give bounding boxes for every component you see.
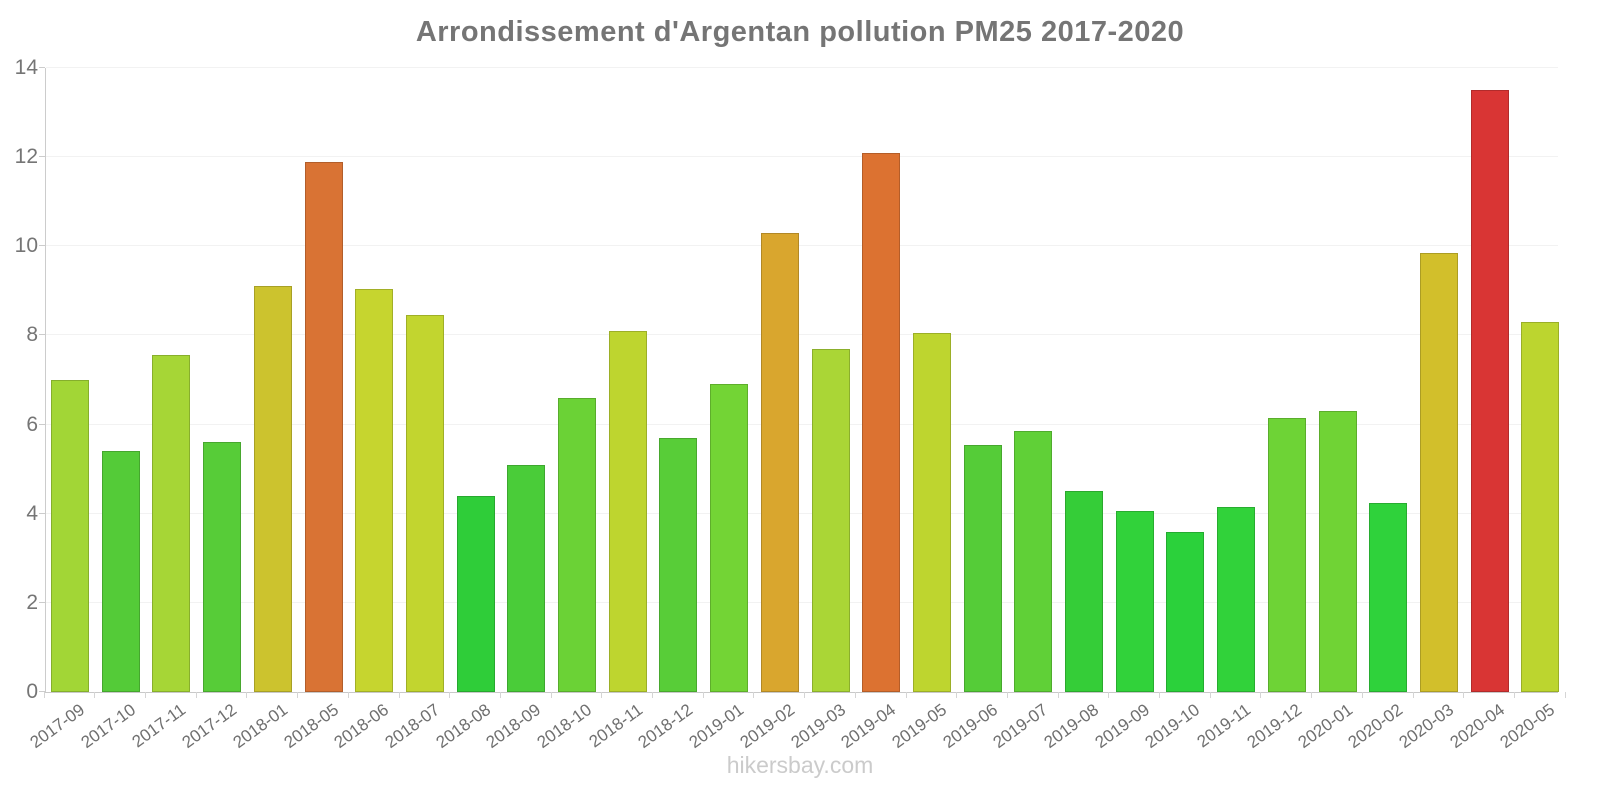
x-tick-mark <box>956 692 958 698</box>
gridline-y-2 <box>46 601 1558 603</box>
y-tick-label-4: 4 <box>26 501 38 525</box>
bar-2018-05 <box>304 162 343 692</box>
x-tick-mark <box>1361 692 1363 698</box>
bar-2019-02 <box>760 233 799 692</box>
bar-2019-10 <box>1166 532 1205 692</box>
x-tick-mark <box>145 692 147 698</box>
x-tick-mark <box>652 692 654 698</box>
bar-2019-06 <box>963 445 1002 692</box>
x-tick-mark <box>246 692 248 698</box>
gridline-y-4 <box>46 512 1558 514</box>
y-tick-label-10: 10 <box>14 234 38 258</box>
y-tick-label-12: 12 <box>14 145 38 169</box>
gridline-y-6 <box>46 423 1558 425</box>
bar-2019-08 <box>1065 491 1103 692</box>
bar-2020-04 <box>1470 90 1509 692</box>
watermark-text: hikersbay.com <box>726 752 874 778</box>
bar-2019-12 <box>1267 418 1306 692</box>
x-tick-mark <box>1564 692 1566 698</box>
y-tick-label-14: 14 <box>14 56 38 79</box>
bar-2018-11 <box>608 331 647 692</box>
x-tick-mark <box>94 692 96 698</box>
y-tick-mark <box>39 512 45 514</box>
gridline-y-10 <box>46 245 1558 247</box>
bar-2018-10 <box>558 398 596 692</box>
bar-2019-09 <box>1115 511 1154 692</box>
x-tick-mark <box>601 692 603 698</box>
bar-2020-01 <box>1318 411 1357 692</box>
x-tick-mark <box>1006 692 1008 698</box>
bar-2018-07 <box>405 315 444 692</box>
x-tick-mark <box>753 692 755 698</box>
x-tick-mark <box>1057 692 1059 698</box>
bar-2020-02 <box>1369 503 1408 692</box>
x-tick-mark <box>905 692 907 698</box>
y-tick-label-0: 0 <box>26 680 38 703</box>
y-tick-label-6: 6 <box>26 412 38 436</box>
gridline-y-14 <box>46 67 1558 68</box>
x-tick-mark <box>1513 692 1515 698</box>
x-tick-mark <box>1260 692 1262 698</box>
x-tick-mark <box>43 692 45 698</box>
bar-2019-11 <box>1217 507 1256 692</box>
x-tick-mark <box>804 692 806 698</box>
x-tick-mark <box>398 692 400 698</box>
y-tick-mark <box>39 691 45 692</box>
x-tick-mark <box>1159 692 1161 698</box>
bar-2017-10 <box>101 451 140 692</box>
plot-area <box>45 67 1560 693</box>
bar-2020-03 <box>1419 253 1458 692</box>
bar-2017-09 <box>51 380 89 692</box>
bar-2019-07 <box>1014 431 1053 692</box>
x-tick-mark <box>854 692 856 698</box>
x-tick-mark <box>297 692 299 698</box>
bar-2019-05 <box>912 333 951 692</box>
x-tick-mark <box>1463 692 1465 698</box>
y-tick-mark <box>39 334 45 336</box>
gridline-y-8 <box>46 334 1558 336</box>
x-tick-mark <box>1412 692 1414 698</box>
bar-2017-12 <box>203 442 242 692</box>
y-tick-mark <box>39 67 45 68</box>
bar-2018-01 <box>253 286 292 692</box>
x-tick-mark <box>449 692 451 698</box>
y-tick-mark <box>39 245 45 247</box>
bar-2018-12 <box>659 438 698 692</box>
y-tick-mark <box>39 156 45 158</box>
y-tick-label-8: 8 <box>26 323 38 347</box>
bar-2019-04 <box>862 153 901 692</box>
x-tick-mark <box>1311 692 1313 698</box>
bar-2018-09 <box>507 465 546 692</box>
y-tick-mark <box>39 423 45 425</box>
y-tick-mark <box>39 601 45 603</box>
x-tick-mark <box>550 692 552 698</box>
gridline-y-12 <box>46 156 1558 158</box>
bar-2017-11 <box>152 355 191 692</box>
chart-title: Arrondissement d'Argentan pollution PM25… <box>415 16 1185 48</box>
x-tick-mark <box>195 692 197 698</box>
x-tick-mark <box>1209 692 1211 698</box>
bar-2020-05 <box>1521 322 1560 692</box>
bar-2018-08 <box>456 496 495 692</box>
bar-2019-01 <box>710 384 749 692</box>
bar-2018-06 <box>355 289 394 692</box>
x-tick-mark <box>702 692 704 698</box>
bar-2019-03 <box>811 349 850 692</box>
y-tick-label-2: 2 <box>26 590 38 614</box>
x-tick-mark <box>347 692 349 698</box>
x-tick-mark <box>1108 692 1110 698</box>
x-tick-mark <box>499 692 501 698</box>
